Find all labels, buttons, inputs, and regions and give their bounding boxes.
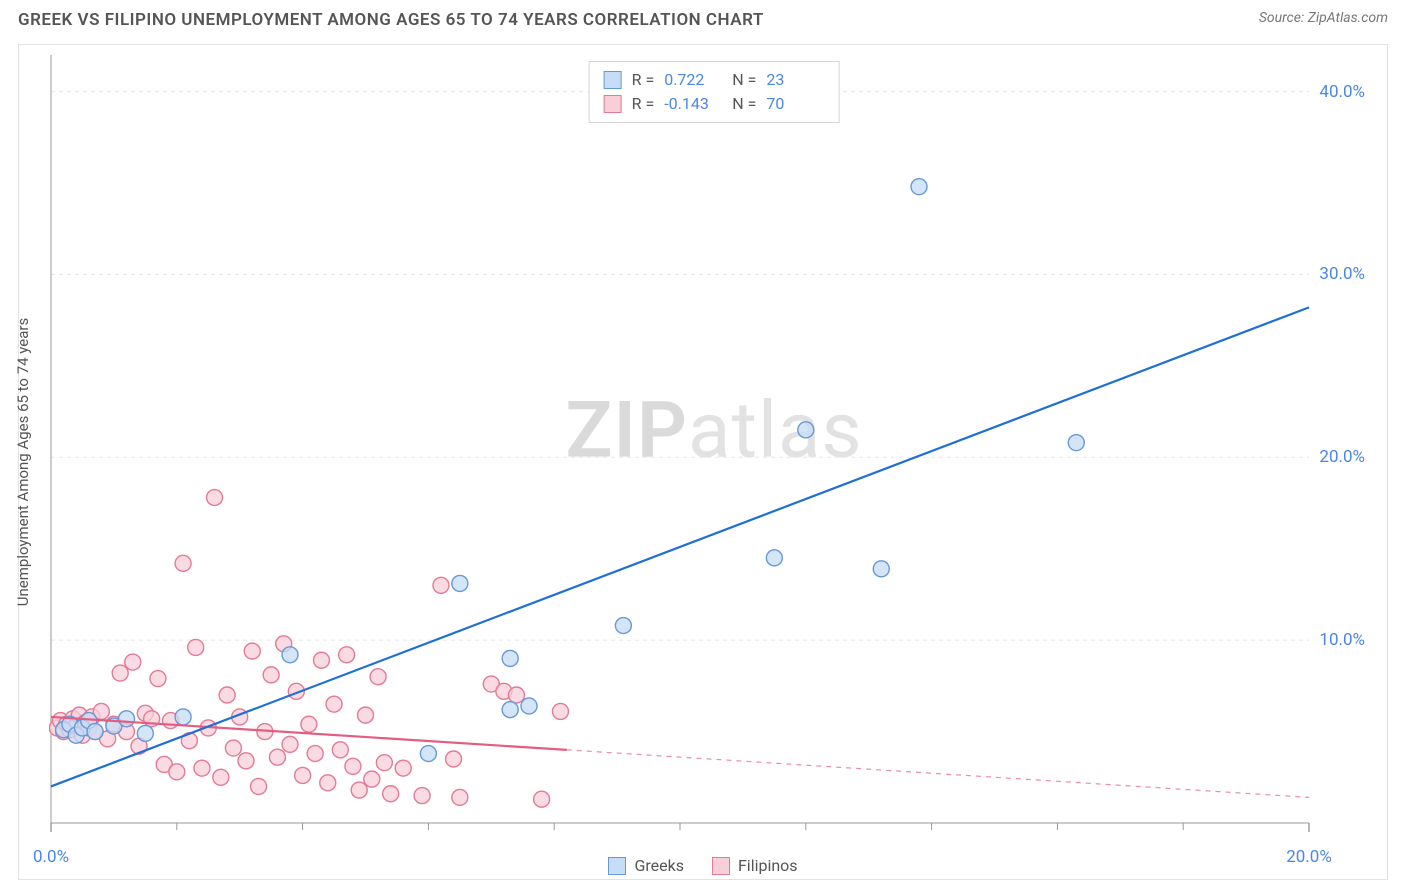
legend-label: Greeks — [634, 856, 684, 875]
legend-item: Greeks — [608, 856, 684, 875]
r-label: R = — [632, 68, 655, 92]
legend-swatch — [604, 95, 622, 113]
y-tick-label: 20.0% — [1319, 447, 1365, 467]
n-label: N = — [732, 92, 756, 116]
legend-swatch — [712, 857, 730, 875]
n-value: 70 — [766, 92, 824, 116]
y-tick-label: 10.0% — [1319, 630, 1365, 650]
y-tick-label: 40.0% — [1319, 82, 1365, 102]
correlation-row: R = -0.143 N = 70 — [604, 92, 825, 116]
r-value: -0.143 — [664, 92, 722, 116]
correlation-row: R = 0.722 N = 23 — [604, 68, 825, 92]
r-label: R = — [632, 92, 655, 116]
legend-item: Filipinos — [712, 856, 798, 875]
legend-swatch — [608, 857, 626, 875]
plot-svg — [49, 53, 1379, 841]
n-value: 23 — [766, 68, 824, 92]
r-value: 0.722 — [664, 68, 722, 92]
series-legend: Greeks Filipinos — [19, 856, 1387, 875]
chart-title: GREEK VS FILIPINO UNEMPLOYMENT AMONG AGE… — [18, 10, 764, 30]
legend-swatch — [604, 71, 622, 89]
chart-frame: Unemployment Among Ages 65 to 74 years Z… — [18, 44, 1388, 880]
y-axis-label: Unemployment Among Ages 65 to 74 years — [14, 318, 32, 606]
correlation-box: R = 0.722 N = 23 R = -0.143 N = 70 — [589, 61, 840, 123]
y-tick-label: 30.0% — [1319, 264, 1365, 284]
chart-header: GREEK VS FILIPINO UNEMPLOYMENT AMONG AGE… — [0, 0, 1406, 36]
legend-label: Filipinos — [738, 856, 798, 875]
source-attribution: Source: ZipAtlas.com — [1259, 10, 1388, 26]
plot-area: ZIPatlas R = 0.722N = 23R = -0.143N = 70… — [49, 53, 1379, 841]
n-label: N = — [732, 68, 756, 92]
